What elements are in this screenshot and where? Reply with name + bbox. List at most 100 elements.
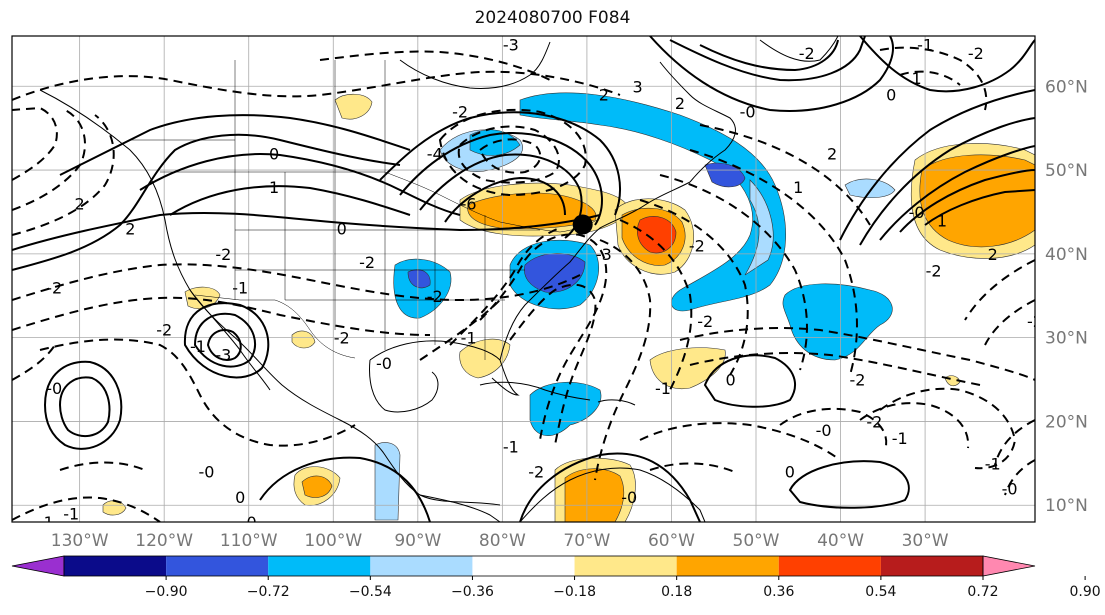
- contour-far-east-1: [859, 36, 1035, 93]
- contour-east-atlantic-1: [839, 89, 1035, 241]
- contour-neg-plains-3: [39, 338, 356, 447]
- contour-jet-1: [379, 111, 621, 216]
- latitude-labels: 60°N 50°N 40°N 30°N 20°N 10°N: [1045, 77, 1088, 516]
- contour-label: -0: [621, 488, 637, 507]
- contour-label: -3: [503, 35, 519, 54]
- contour-label: 0: [235, 488, 245, 507]
- contour-neg-east-1: [984, 299, 1035, 346]
- contour-east-atlantic-5: [924, 189, 1035, 226]
- contour-neg-trough-2: [509, 283, 597, 446]
- contour-neg-tropical-3: [639, 422, 841, 461]
- contour-label: 0: [785, 463, 795, 482]
- latitude-label: 20°N: [1045, 412, 1088, 432]
- colorbar: [11, 555, 1036, 577]
- contour-pacific-high-1: [43, 360, 123, 450]
- contour-neg-lakes-1: [438, 108, 587, 197]
- coastline-canada-east: [659, 61, 736, 183]
- contour-label: 1: [793, 178, 803, 197]
- contour-label: -2: [849, 371, 865, 390]
- contour-label: -0: [1002, 479, 1018, 498]
- contour-tropical-1: [259, 456, 431, 522]
- contour-neg-west-3: [12, 114, 115, 236]
- state-lines: [234, 172, 540, 360]
- contour-east-atlantic-2: [859, 117, 1035, 246]
- contour-atlantic-high-2: [788, 460, 910, 509]
- contour-label: 2: [125, 220, 135, 239]
- negative-gulf-strip: [374, 442, 401, 521]
- contour-label: -2: [689, 236, 705, 255]
- contour-neg-trough-1: [479, 233, 608, 441]
- colorbar-swatch: [880, 556, 983, 576]
- contour-ridge-west-1: [12, 211, 601, 251]
- negative-caribbean: [529, 381, 602, 436]
- contour-neg-atlantic-3: [879, 387, 1017, 470]
- contour-label: -4: [427, 144, 443, 163]
- contour-label: -2: [156, 320, 172, 339]
- contour-neg-atlantic-2: [689, 352, 981, 386]
- contour-ridge-west-5: [169, 185, 411, 216]
- contour-label: 0: [269, 144, 279, 163]
- location-marker: [572, 214, 593, 235]
- contour-label: -2: [926, 262, 942, 281]
- contour-label: -0: [909, 203, 925, 222]
- negative-northeast-atlantic: [844, 178, 896, 199]
- coastline-hispaniola: [597, 399, 636, 406]
- contour-label: -2: [334, 329, 350, 348]
- contour-neg-trough-4: [419, 299, 501, 361]
- contour-neg-west-1: [12, 106, 58, 181]
- contour-neg-greenland-2: [899, 70, 961, 86]
- contour-label: -6: [461, 195, 477, 214]
- colorbar-tick-label: 0.72: [967, 584, 998, 600]
- contour-neg-tropical-1: [12, 496, 161, 522]
- colorbar-swatch: [778, 556, 881, 576]
- longitude-label: 30°W: [902, 531, 949, 551]
- contour-northeast-high-1: [669, 36, 866, 82]
- positive-canada-small: [334, 93, 373, 120]
- positive-northeast-us-core: [467, 192, 597, 230]
- contour-label: -0: [376, 354, 392, 373]
- contour-neg-tropical-4: [649, 462, 736, 473]
- colorbar-swatch: [370, 556, 473, 576]
- contour-neg-west-2: [12, 109, 86, 211]
- longitude-labels: 130°W 120°W 110°W 100°W 90°W 80°W 70°W 60°W 50°W…: [51, 531, 949, 551]
- longitude-label: 110°W: [220, 531, 278, 551]
- contour-jet-2: [399, 132, 603, 226]
- contour-label: 0: [886, 86, 896, 105]
- positive-nova-scotia-core: [637, 216, 677, 254]
- contour-label: 2: [675, 94, 685, 113]
- latitude-label: 10°N: [1045, 496, 1088, 516]
- contour-label: -1: [232, 278, 248, 297]
- colorbar-swatch: [676, 556, 779, 576]
- contour-label: -1: [985, 454, 1001, 473]
- contour-ridge-west-4: [139, 153, 461, 216]
- contour-label: 1: [269, 178, 279, 197]
- contour-label: 2: [599, 86, 609, 105]
- colorbar-tick-label: −0.90: [145, 584, 188, 600]
- positive-eastern-pacific-core: [301, 475, 333, 498]
- contour-label: -2: [359, 253, 375, 272]
- contour-label: 0: [337, 220, 347, 239]
- longitude-label: 100°W: [304, 531, 362, 551]
- contour-neg-north-2: [319, 50, 551, 81]
- contour-jet-4: [444, 176, 566, 223]
- colorbar-tick-label: 0.18: [661, 584, 692, 600]
- contour-atlantic-high-1: [703, 354, 796, 408]
- contour-label: -0: [241, 513, 257, 532]
- contour-neg-east-3: [994, 419, 1035, 466]
- colorbar-frame: [63, 555, 984, 577]
- us-mexico-border: [194, 294, 356, 359]
- contour-label: 2: [75, 195, 85, 214]
- contour-gulf-low-3: [183, 302, 270, 379]
- contour-label: -1: [461, 329, 477, 348]
- contour-label: -2: [452, 102, 468, 121]
- gridlines: [12, 36, 1035, 522]
- contour-label: -1: [503, 438, 519, 457]
- latitude-label: 60°N: [1045, 77, 1088, 97]
- contour-jet-3: [419, 153, 583, 239]
- contour-label: -1: [63, 505, 79, 524]
- colorbar-swatch: [472, 556, 575, 576]
- contour-neg-atlantic-1: [679, 327, 1035, 381]
- weak-negative-arc: [744, 179, 774, 276]
- coastline-south-america: [519, 467, 706, 522]
